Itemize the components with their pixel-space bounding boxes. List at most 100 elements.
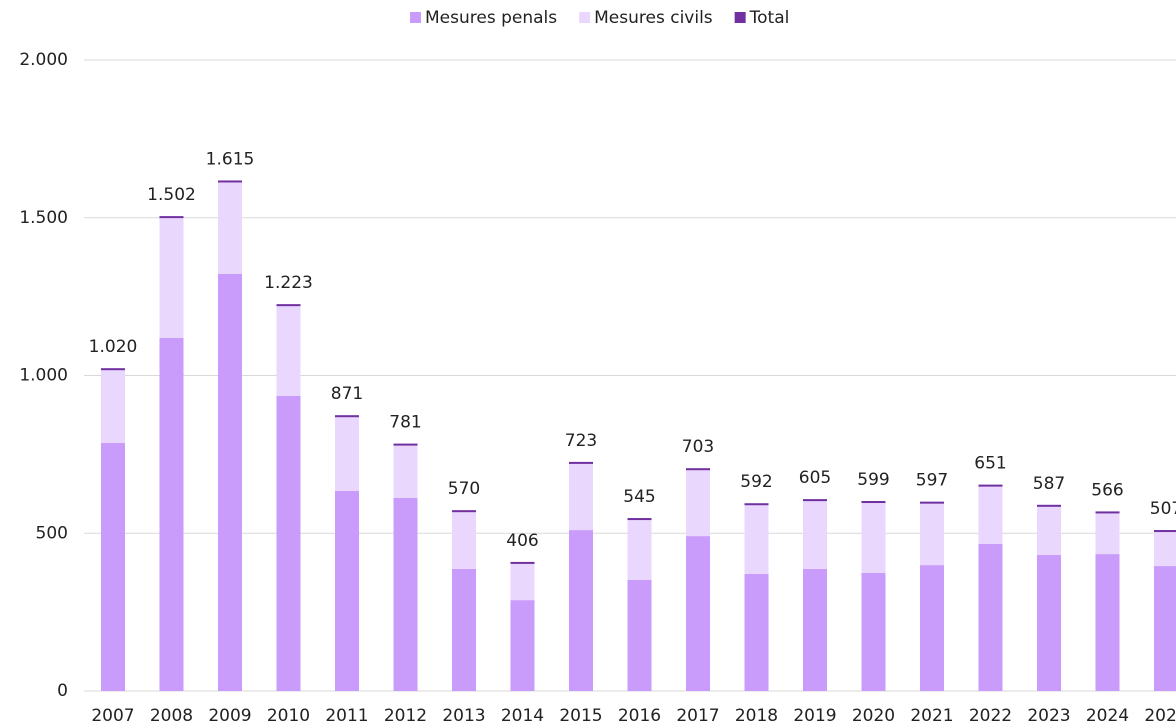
data-label: 1.502 [147,185,196,205]
total-marker [1154,530,1176,533]
bar-segment [393,497,418,691]
y-tick-label: 1.500 [19,208,68,228]
x-tick-label: 2021 [910,706,953,725]
legend-label: Mesures civils [594,8,713,28]
bar-segment [569,462,593,531]
total-marker [393,443,418,446]
x-tick-label: 2013 [442,706,485,725]
legend-swatch [579,12,591,23]
bar-segment [510,600,535,691]
total-marker [627,518,652,521]
bar-segment [627,579,652,691]
bar-segment [803,500,827,569]
y-tick-label: 0 [57,681,68,701]
total-marker [1095,511,1120,514]
x-tick-label: 2012 [384,706,427,725]
x-tick-label: 2023 [1027,706,1070,725]
bar-segment [978,543,1003,691]
data-label: 599 [857,470,889,490]
bar-segment [1037,505,1061,556]
x-tick-label: 2016 [618,706,661,725]
bar-segment [159,217,184,338]
bar-segment [101,369,125,444]
total-marker [276,304,301,307]
data-label: 1.223 [264,273,313,293]
total-marker [978,484,1003,487]
bar-segment [510,562,535,601]
bar-segment [861,573,886,691]
bar-segment [276,305,301,397]
bar-segment [569,530,593,691]
bar-segment [861,502,886,574]
legend-label: Mesures penals [425,8,557,28]
bar-segment [159,337,184,691]
total-marker [101,368,125,371]
bar-segment [276,396,301,691]
x-tick-label: 2009 [208,706,251,725]
bar-segment [1095,512,1120,555]
data-label: 605 [799,468,831,488]
y-tick-label: 1.000 [19,366,68,386]
total-marker [686,468,710,471]
bar-segment [686,536,710,691]
x-tick-label: 2007 [91,706,134,725]
total-marker [510,561,535,564]
x-tick-label: 2024 [1086,706,1129,725]
x-tick-label: 2018 [735,706,778,725]
bar-segment [452,568,476,691]
legend-label: Total [749,8,790,28]
bar-segment [1095,554,1120,691]
total-marker [452,510,476,513]
x-tick-label: 2008 [150,706,193,725]
bar-segment [627,519,652,580]
x-tick-label: 2019 [793,706,836,725]
total-marker [159,216,184,219]
y-tick-label: 500 [36,523,68,543]
bar-segment [978,485,1003,544]
bar-segment [335,490,359,691]
data-label: 781 [389,413,421,433]
bar-segment [218,273,242,691]
bar-segment [1154,531,1176,567]
x-tick-label: 2015 [559,706,602,725]
total-marker [569,461,593,464]
x-tick-label: 2011 [325,706,368,725]
bar-segment [218,181,242,274]
bar-segment [1154,566,1176,691]
x-tick-label: 2014 [501,706,544,725]
total-marker [920,501,944,504]
bar-segment [1037,555,1061,691]
bar-segment [452,511,476,569]
data-label: 545 [623,487,655,507]
data-label: 703 [682,437,714,457]
y-tick-label: 2.000 [19,50,68,70]
total-marker [1037,504,1061,507]
x-tick-label: 2022 [969,706,1012,725]
data-label: 507 [1150,499,1176,519]
x-tick-label: 2025 [1144,706,1176,725]
bar-segment [393,444,418,498]
data-label: 651 [974,454,1006,474]
total-marker [744,503,769,506]
data-label: 597 [916,471,948,491]
data-label: 570 [448,479,480,499]
bar-segment [803,568,827,691]
total-marker [335,415,359,418]
bar-segment [744,573,769,691]
data-label: 1.615 [206,149,255,169]
data-label: 566 [1091,480,1123,500]
legend-swatch [734,12,746,23]
x-tick-label: 2017 [676,706,719,725]
bar-segment [920,565,944,691]
bar-segment [101,443,125,691]
total-marker [218,180,242,183]
x-tick-label: 2020 [852,706,895,725]
data-label: 406 [506,531,538,551]
bar-segment [686,469,710,537]
data-label: 723 [565,431,597,451]
legend-swatch [410,12,421,23]
total-marker [803,499,827,502]
data-label: 587 [1033,474,1065,494]
